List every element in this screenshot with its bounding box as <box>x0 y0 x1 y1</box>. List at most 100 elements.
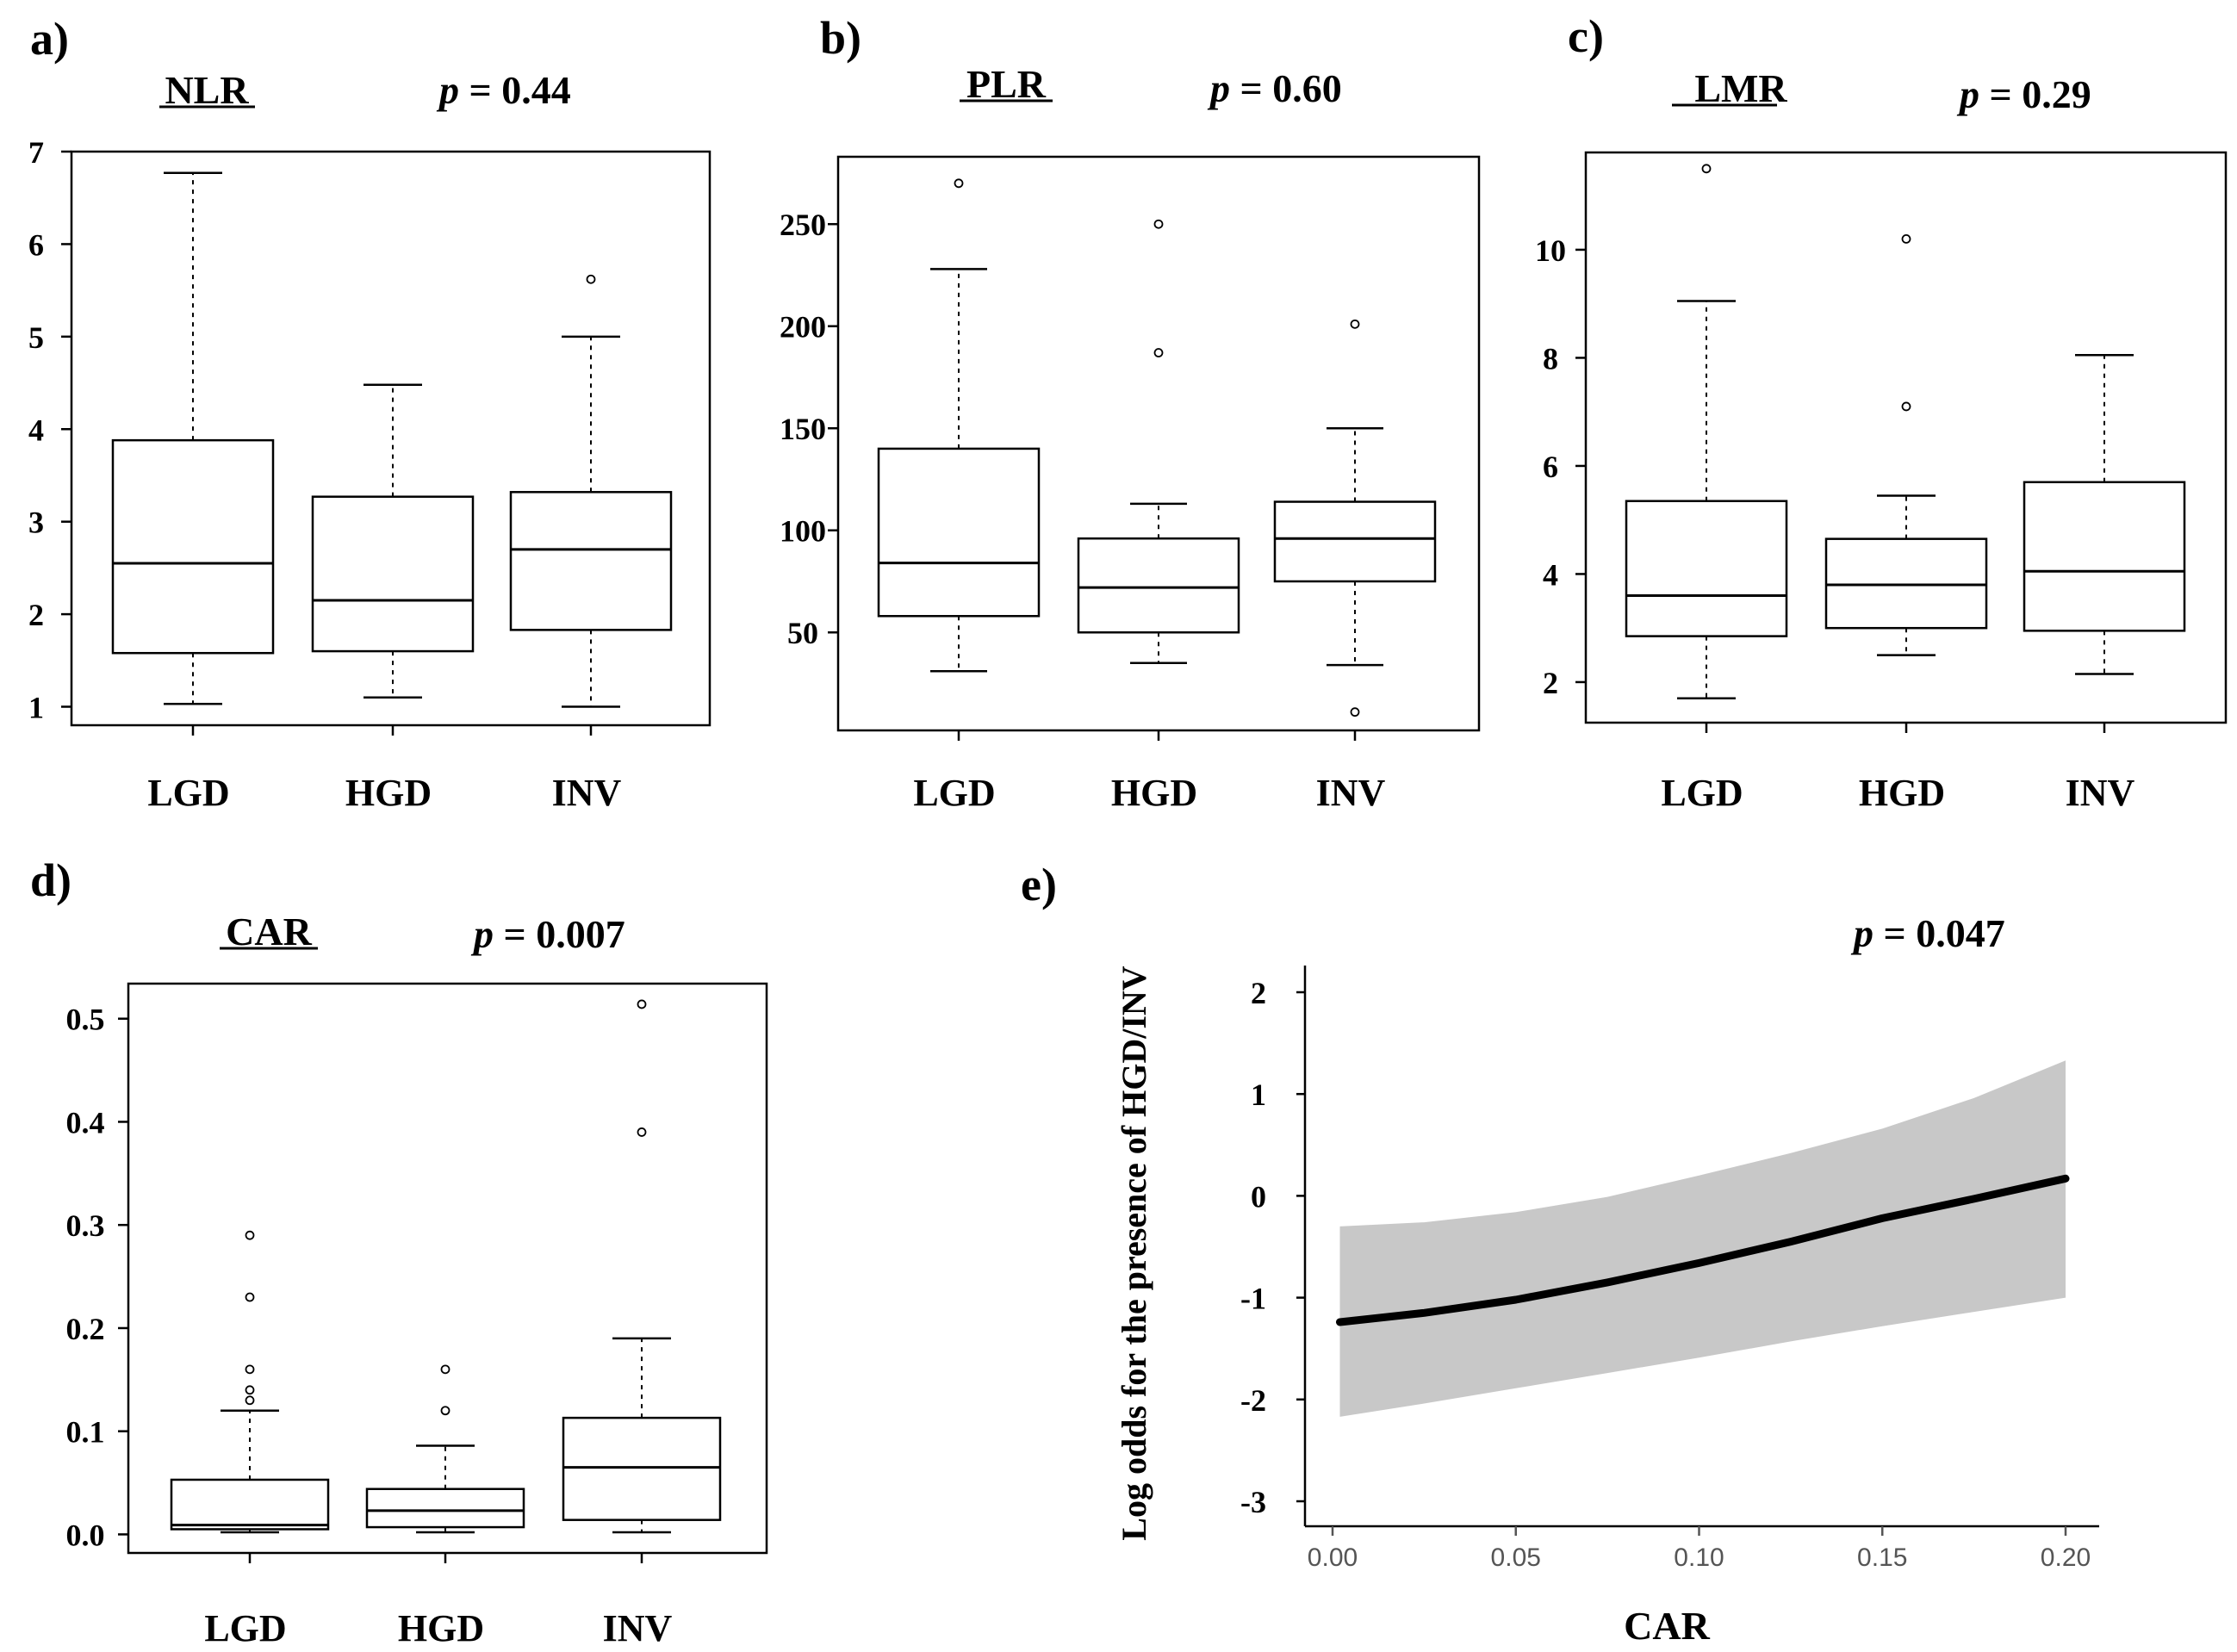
outlier-point <box>245 1292 255 1302</box>
outlier-point <box>245 1395 255 1406</box>
y-tick-label: 150 <box>780 412 826 446</box>
chart-title: PLR <box>966 62 1047 106</box>
confidence-band <box>1339 1060 2066 1417</box>
outlier-point <box>1153 219 1164 229</box>
x-tick-label: 0.20 <box>2041 1543 2091 1572</box>
outlier-point <box>954 178 964 189</box>
box-inv: INV <box>562 999 722 1649</box>
y-tick-label: 0 <box>1251 1179 1266 1214</box>
y-tick-label: 7 <box>28 135 44 170</box>
box-lgd: LGD <box>170 1230 330 1649</box>
category-label: INV <box>1316 772 1386 814</box>
x-tick-label: 0.10 <box>1674 1543 1724 1572</box>
iqr-box <box>170 1478 330 1531</box>
p-value: p = 0.29 <box>1956 72 2091 116</box>
box-inv: INV <box>2023 354 2186 814</box>
outlier-point <box>1701 164 1712 174</box>
category-label: LGD <box>913 772 995 814</box>
chart-title: NLR <box>165 68 249 112</box>
y-tick-label: 10 <box>1535 233 1566 268</box>
iqr-box <box>2023 481 2186 632</box>
outlier-point <box>440 1406 451 1416</box>
category-label: HGD <box>345 772 432 814</box>
chart-title: LMR <box>1694 66 1787 110</box>
panel-label: e) <box>1021 859 1057 910</box>
outlier-point <box>440 1364 451 1375</box>
category-label: LGD <box>204 1607 286 1649</box>
y-tick-label: 50 <box>787 616 818 650</box>
panel-label: a) <box>30 13 69 65</box>
y-tick-label: 6 <box>1543 450 1558 484</box>
y-tick-label: 250 <box>780 208 826 242</box>
fit-line <box>1336 1174 2070 1326</box>
y-tick-label: 2 <box>28 598 44 632</box>
y-tick-label: 0.1 <box>66 1415 105 1450</box>
p-value: p = 0.007 <box>470 912 625 956</box>
panel-plr: b) PLR p = 0.60 50 100 150 200 250 LGD HGD INV <box>780 12 1481 814</box>
iqr-box <box>877 447 1041 618</box>
x-tick-label: 0.15 <box>1857 1543 1907 1572</box>
plot-frame <box>70 150 711 727</box>
p-value: p = 0.44 <box>436 68 571 112</box>
outlier-point <box>1901 233 1911 244</box>
iqr-box <box>1824 537 1988 630</box>
y-tick-label: -2 <box>1240 1383 1266 1418</box>
x-tick-label: 0.05 <box>1491 1543 1541 1572</box>
iqr-box <box>509 491 673 631</box>
panel-car: d) CAR p = 0.007 0.0 0.1 0.2 0.3 0.4 0.5 LGD HGD IN… <box>30 854 768 1649</box>
panel-lmr: c) LMR p = 0.29 2 4 6 8 10 LGD HGD INV <box>1535 10 2228 814</box>
outlier-point <box>637 1127 647 1137</box>
outlier-point <box>1153 348 1164 357</box>
panel-label: b) <box>820 12 861 64</box>
category-label: INV <box>603 1607 673 1649</box>
y-tick-label: 1 <box>1251 1078 1266 1112</box>
panel-label: c) <box>1568 10 1604 62</box>
outlier-point <box>1350 319 1360 329</box>
p-value: p = 0.047 <box>1850 911 2005 955</box>
iqr-box <box>365 1487 525 1529</box>
y-tick-label: 8 <box>1543 341 1558 376</box>
x-axis-title: CAR <box>1624 1604 1710 1648</box>
y-tick-label: 200 <box>780 310 826 345</box>
iqr-box <box>311 495 475 653</box>
category-label: INV <box>2066 772 2135 814</box>
outlier-point <box>586 274 596 284</box>
y-tick-label: 4 <box>28 413 44 447</box>
category-label: LGD <box>1661 772 1743 814</box>
p-value: p = 0.60 <box>1207 66 1342 110</box>
y-tick-label: -1 <box>1240 1282 1266 1316</box>
iqr-box <box>111 438 275 655</box>
y-tick-label: 0.5 <box>66 1003 105 1037</box>
y-tick-label: 1 <box>28 691 44 725</box>
panel-regression: e) p = 0.047 -3 -2 -1 0 1 2 0.00 0.05 0.10 0.15 0.20… <box>1021 859 2099 1648</box>
outlier-point <box>1901 401 1911 412</box>
category-label: HGD <box>1859 772 1945 814</box>
y-tick-label: 6 <box>28 227 44 262</box>
y-tick-label: 2 <box>1251 976 1266 1010</box>
x-tick-label: 0.00 <box>1308 1543 1358 1572</box>
y-tick-label: -3 <box>1240 1485 1266 1519</box>
box-hgd: HGD <box>311 383 475 814</box>
box-hgd: HGD <box>365 1364 525 1649</box>
box-inv: INV <box>1273 319 1437 814</box>
y-tick-label: 5 <box>28 320 44 355</box>
box-inv: INV <box>509 274 673 814</box>
outlier-point <box>637 999 647 1009</box>
y-axis-title: Log odds for the presence of HGD/INV <box>1115 966 1153 1541</box>
chart-title: CAR <box>226 910 312 953</box>
category-label: INV <box>552 772 622 814</box>
panel-label: d) <box>30 854 71 906</box>
box-lgd: LGD <box>1625 164 1788 814</box>
panel-nlr: a) NLR p = 0.44 1 2 3 4 5 6 7 LGD HGD INV <box>28 13 711 814</box>
box-lgd: LGD <box>877 178 1041 814</box>
box-hgd: HGD <box>1824 233 1988 814</box>
outlier-point <box>245 1385 255 1395</box>
iqr-box <box>1077 537 1240 634</box>
y-tick-label: 0.0 <box>66 1518 105 1552</box>
outlier-point <box>245 1230 255 1240</box>
category-label: LGD <box>147 772 229 814</box>
category-label: HGD <box>1111 772 1197 814</box>
iqr-box <box>1273 500 1437 583</box>
box-lgd: LGD <box>111 171 275 814</box>
y-tick-label: 0.4 <box>66 1105 105 1140</box>
